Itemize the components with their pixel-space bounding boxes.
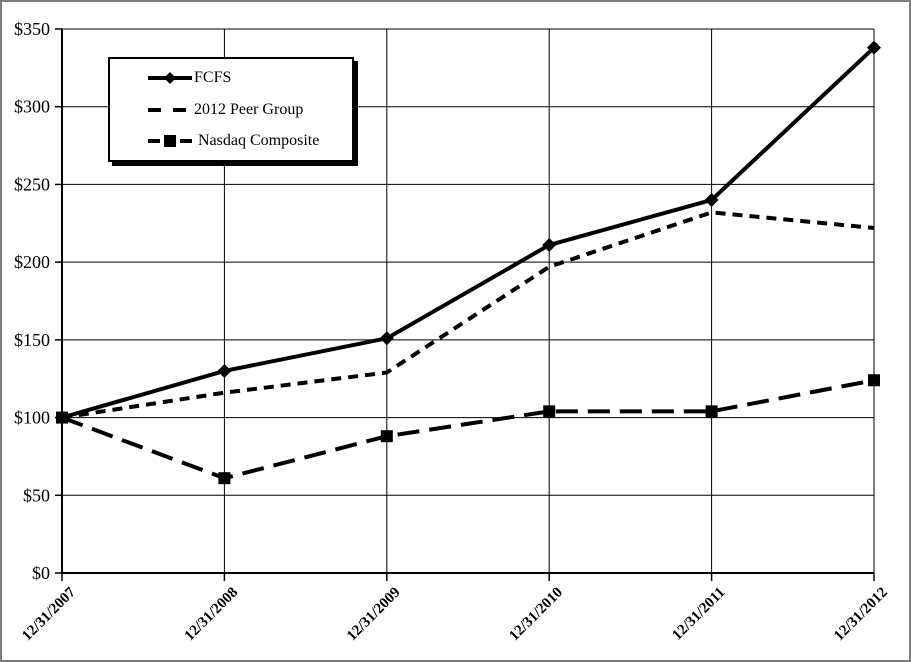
y-axis-label: $200: [14, 252, 50, 272]
square-marker-nasdaq-composite: [705, 405, 718, 418]
series-line-2012-peer-group: [61, 210, 875, 420]
legend-item-peer-group: 2012 Peer Group: [148, 95, 352, 125]
diamond-marker-fcfs: [704, 192, 719, 207]
square-marker-nasdaq-composite: [218, 472, 231, 485]
y-axis-label: $50: [23, 485, 50, 505]
legend-label-nasdaq: Nasdaq Composite: [198, 132, 320, 150]
series-line-nasdaq-composite: [61, 378, 875, 481]
diamond-marker-fcfs: [867, 40, 881, 55]
series-line-fcfs: [61, 46, 876, 420]
y-axis-label: $300: [14, 97, 50, 117]
diamond-marker-fcfs: [542, 238, 557, 253]
fcfs-line-sample-icon: [148, 71, 192, 84]
diamond-marker-fcfs: [379, 331, 394, 346]
square-marker-nasdaq-composite: [543, 405, 556, 418]
y-axis-label: $100: [14, 408, 50, 428]
legend-label-peer-group: 2012 Peer Group: [194, 100, 304, 118]
nasdaq-line-sample-icon: [148, 135, 192, 148]
x-axis-label: 12/31/2008: [182, 585, 242, 645]
x-axis-label: 12/31/2009: [344, 585, 404, 645]
square-marker-nasdaq-composite: [380, 430, 393, 443]
y-axis-label: $150: [14, 330, 50, 350]
x-axis-label: 12/31/2011: [669, 585, 728, 644]
x-axis-label: 12/31/2012: [831, 585, 891, 645]
legend: FCFS 2012 Peer Group Nasdaq Composite: [108, 57, 354, 162]
diamond-marker-fcfs: [217, 363, 232, 378]
y-axis-label: $350: [14, 19, 50, 39]
x-axis-label: 12/31/2010: [506, 585, 566, 645]
legend-item-fcfs: FCFS: [148, 63, 352, 93]
legend-label-fcfs: FCFS: [194, 68, 232, 86]
y-axis-label: $0: [32, 563, 50, 583]
peer-group-line-sample-icon: [148, 107, 192, 112]
legend-item-nasdaq: Nasdaq Composite: [148, 126, 352, 156]
x-axis-label: 12/31/2007: [19, 584, 79, 644]
square-marker-icon: [164, 135, 176, 148]
square-marker-nasdaq-composite: [868, 374, 880, 387]
square-marker-nasdaq-composite: [56, 411, 68, 424]
diamond-marker-icon: [164, 71, 176, 84]
y-axis-label: $250: [14, 174, 50, 194]
